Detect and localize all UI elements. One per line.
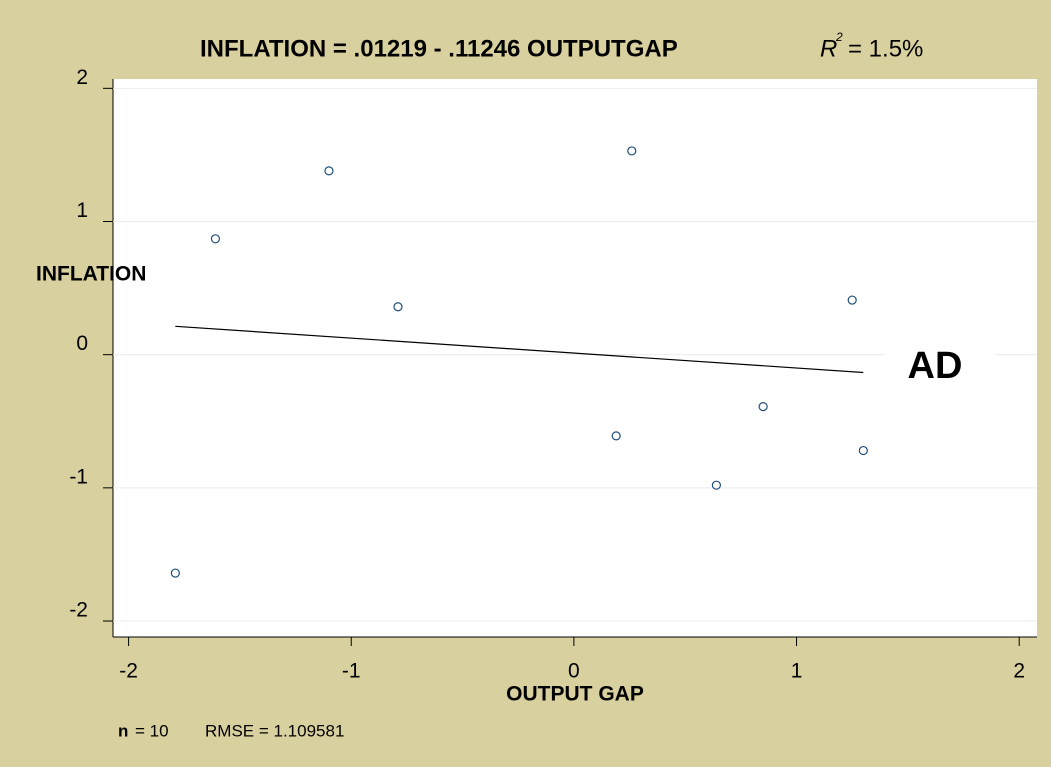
x-tick-label: -2 xyxy=(119,660,138,683)
point xyxy=(170,568,180,578)
y-tick-label: -1 xyxy=(69,465,88,488)
point xyxy=(711,480,721,490)
x-tick-label: 0 xyxy=(568,660,580,683)
point xyxy=(758,402,768,412)
y-axis-label: INFLATION xyxy=(36,263,146,286)
point xyxy=(847,295,857,305)
r2-sup: 2 xyxy=(835,30,843,44)
chart-title: INFLATION = .01219 - .11246 OUTPUTGAP xyxy=(200,35,678,62)
y-tick-label: 2 xyxy=(76,66,88,89)
x-tick-label: 1 xyxy=(791,660,803,683)
x-axis-label: OUTPUT GAP xyxy=(506,683,644,706)
point xyxy=(627,146,637,156)
point xyxy=(858,445,868,456)
x-tick-label: 2 xyxy=(1013,660,1025,683)
y-tick-label: 0 xyxy=(76,332,88,355)
footnote-rmse: RMSE = 1.109581 xyxy=(205,721,344,740)
y-tick-label: -2 xyxy=(69,599,88,622)
plot-area xyxy=(113,79,1037,637)
point xyxy=(210,234,221,244)
footnote-n-value: = 10 xyxy=(135,721,169,740)
x-tick-label: -1 xyxy=(342,660,361,683)
point xyxy=(393,302,403,312)
point xyxy=(611,431,621,441)
point xyxy=(324,166,334,176)
y-tick-label: 1 xyxy=(76,199,88,222)
annotation-box xyxy=(885,335,995,397)
r2-text: = 1.5% xyxy=(848,35,923,62)
r2-symbol: R xyxy=(820,35,837,62)
fit-line xyxy=(175,325,864,374)
annotation: AD xyxy=(908,345,963,387)
footnote-n: n xyxy=(118,721,128,740)
